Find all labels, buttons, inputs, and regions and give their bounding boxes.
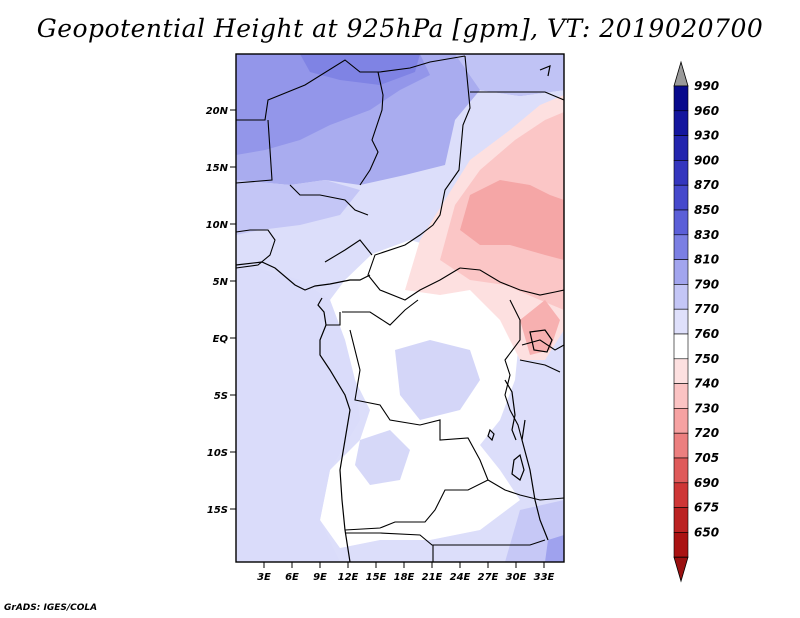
country-borders [236, 55, 564, 562]
colorbar-swatch [673, 209, 689, 236]
colorbar-label: 720 [694, 426, 719, 440]
colorbar-swatch [673, 457, 689, 484]
lat-label: 15N [206, 163, 229, 174]
colorbar-label: 740 [694, 377, 719, 391]
colorbar-swatch [673, 284, 689, 310]
colorbar-swatch [673, 358, 689, 384]
colorbar-label: 870 [694, 178, 719, 192]
colorbar-label: 770 [694, 302, 719, 316]
lon-label: 27E [478, 572, 499, 583]
colorbar-label: 810 [694, 253, 719, 267]
colorbar-label: 650 [694, 525, 719, 539]
colorbar-swatch [673, 160, 689, 186]
lon-label: 30E [506, 572, 527, 583]
colorbar-swatch [673, 507, 689, 533]
colorbar-label: 830 [694, 228, 719, 242]
footer-credit: GrADS: IGES/COLA [4, 603, 98, 613]
colorbar-swatch [673, 333, 689, 360]
lon-label: 9E [313, 572, 327, 583]
lon-label: 3E [257, 572, 271, 583]
lon-label: 6E [285, 572, 299, 583]
colorbar-swatch [673, 110, 689, 136]
colorbar-label: 850 [694, 203, 719, 217]
lon-label: 24E [450, 572, 471, 583]
colorbar-swatch [673, 234, 689, 260]
colorbar-swatch [673, 408, 689, 434]
lon-label: 33E [534, 572, 555, 583]
lat-label: 10S [207, 448, 228, 459]
lat-label: 10N [206, 220, 229, 231]
colorbar: 990 960 930 900 870 850 830 810 790 770 760 750 740 7… [673, 60, 719, 583]
colorbar-swatch [673, 259, 689, 285]
colorbar-label: 750 [694, 352, 719, 366]
colorbar-bottom-arrow [673, 556, 689, 583]
lon-label: 12E [338, 572, 359, 583]
lon-axis: 3E 6E 9E 12E 15E 18E 21E 24E 27E 30E 33E [257, 562, 555, 583]
colorbar-swatch [673, 532, 689, 558]
colorbar-label: 960 [694, 104, 719, 118]
colorbar-label: 760 [694, 327, 719, 341]
colorbar-label: 690 [694, 476, 719, 490]
plot-frame [235, 53, 565, 563]
lat-axis: 20N 15N 10N 5N EQ 5S 10S 15S [206, 106, 236, 516]
colorbar-swatch [673, 383, 689, 409]
lat-label: 15S [207, 505, 228, 516]
lon-label: 21E [422, 572, 443, 583]
coastlines-lakes [236, 65, 553, 562]
lat-label: 5N [213, 277, 229, 288]
map-title: Geopotential Height at 925hPa [gpm], VT:… [36, 14, 764, 43]
colorbar-label: 990 [694, 79, 719, 93]
colorbar-swatch [673, 85, 689, 112]
lat-label: 20N [206, 106, 229, 117]
colorbar-swatch [673, 432, 689, 459]
colorbar-label: 900 [694, 153, 719, 167]
colorbar-swatch [673, 308, 689, 335]
colorbar-label: 930 [694, 129, 719, 143]
colorbar-label: 675 [694, 501, 719, 515]
colorbar-label: 730 [694, 401, 719, 415]
colorbar-label: 790 [694, 277, 719, 291]
colorbar-swatch [673, 135, 689, 161]
lat-label: 5S [214, 391, 228, 402]
lon-label: 15E [366, 572, 387, 583]
colorbar-swatch [673, 184, 689, 211]
colorbar-top-arrow [673, 60, 689, 87]
lat-label: EQ [213, 334, 229, 345]
colorbar-label: 705 [694, 451, 719, 465]
colorbar-swatch [673, 482, 689, 508]
height-field [236, 54, 564, 562]
lon-label: 18E [394, 572, 415, 583]
